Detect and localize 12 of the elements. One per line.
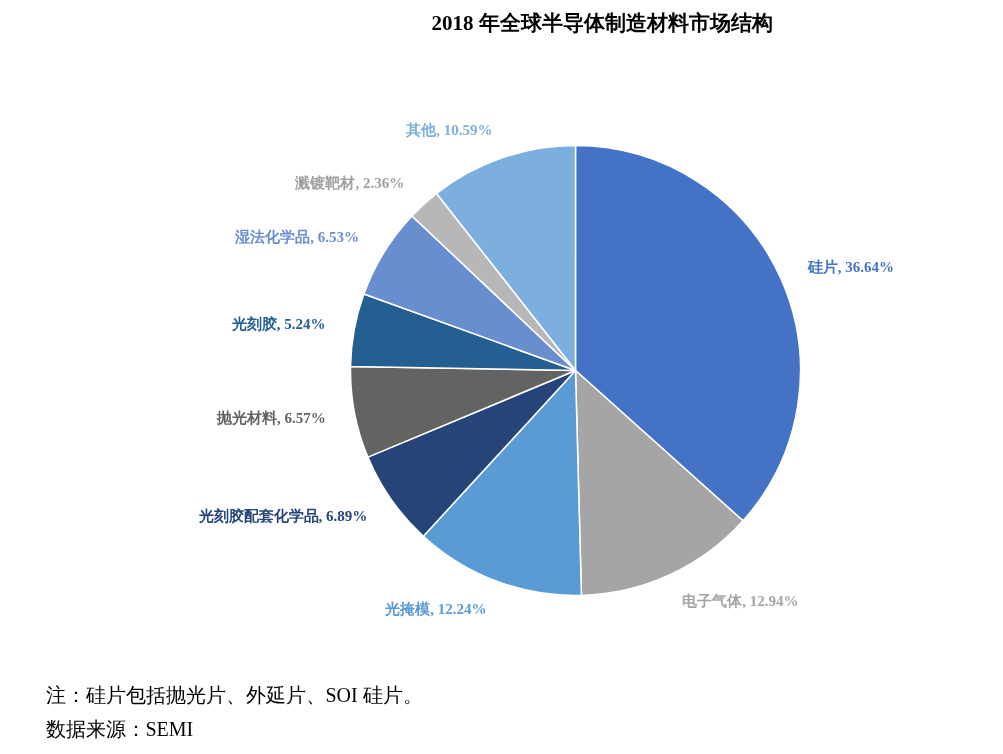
chart-title: 2018 年全球半导体制造材料市场结构 bbox=[431, 10, 773, 35]
slice-label: 其他, 10.59% bbox=[405, 122, 493, 139]
slice-label: 硅片, 36.64% bbox=[806, 258, 894, 275]
slice-label: 抛光材料, 6.57% bbox=[216, 410, 326, 427]
text: 注：硅片包括抛光片、外延片、SOI 硅片。 bbox=[45, 683, 423, 706]
slice-label: 湿法化学品, 6.53% bbox=[234, 229, 360, 246]
slice-label: 光刻胶配套化学品, 6.89% bbox=[197, 507, 368, 525]
slice-label: 光刻胶, 5.24% bbox=[230, 315, 326, 333]
slice-label: 溅镀靶材, 2.36% bbox=[294, 174, 405, 191]
slice-label: 电子气体, 12.94% bbox=[682, 593, 799, 610]
source-note: 数据来源：SEMI bbox=[45, 717, 194, 740]
slice-label: 光掩模, 12.24% bbox=[384, 600, 487, 617]
